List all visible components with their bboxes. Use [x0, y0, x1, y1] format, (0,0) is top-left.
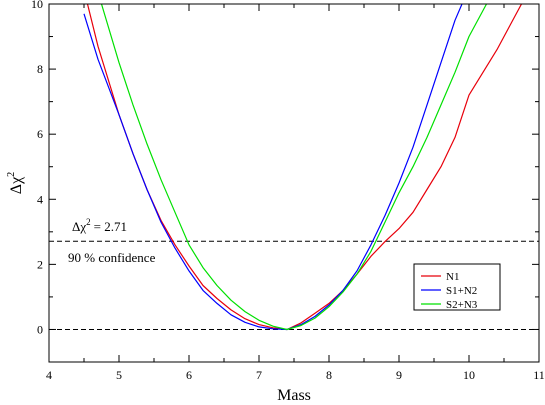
- legend-label: S2+N3: [446, 299, 478, 311]
- x-tick-label: 5: [116, 368, 122, 382]
- y-tick-label: 6: [37, 127, 43, 141]
- x-tick-label: 4: [46, 368, 52, 382]
- x-tick-label: 11: [533, 368, 545, 382]
- legend-label: S1+N2: [446, 285, 477, 297]
- x-tick-label: 8: [326, 368, 332, 382]
- y-tick-label: 8: [37, 62, 43, 76]
- series-line-s1-n2: [83, 4, 463, 331]
- x-tick-label: 10: [463, 368, 475, 382]
- x-axis-title: Mass: [277, 387, 311, 404]
- legend-box: [413, 263, 501, 311]
- y-tick-label: 2: [37, 257, 43, 271]
- reference-lines: [49, 240, 539, 330]
- x-axis: 4 5 6 7 8 9 10 11: [46, 4, 545, 382]
- threshold-annotation: Δχ2 = 2.71: [72, 217, 127, 234]
- y-tick-label: 0: [37, 322, 43, 336]
- series-lines: [83, 4, 523, 331]
- y-axis: 0 2 4 6 8 10: [31, 0, 539, 363]
- legend-label: N1: [446, 271, 459, 283]
- legend: N1 S1+N2 S2+N3: [413, 263, 501, 311]
- series-line-n1: [86, 4, 523, 331]
- y-tick-label: 10: [31, 0, 43, 11]
- x-tick-label: 6: [186, 368, 192, 382]
- y-tick-label: 4: [37, 192, 43, 206]
- series-line-s2-n3: [100, 4, 488, 331]
- y-axis-title: Δχ2: [6, 172, 25, 194]
- x-tick-label: 7: [256, 368, 262, 382]
- confidence-annotation: 90 % confidence: [68, 250, 156, 265]
- x-tick-label: 9: [396, 368, 402, 382]
